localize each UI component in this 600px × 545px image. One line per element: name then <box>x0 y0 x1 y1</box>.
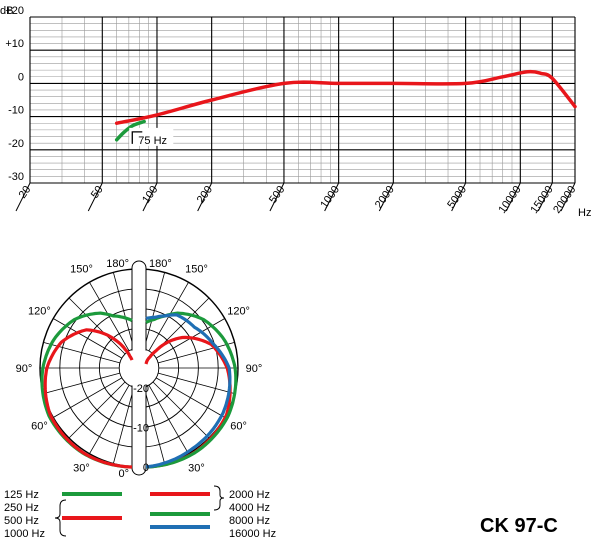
polar-angle-label-left: 90° <box>16 363 33 375</box>
polar-spoke <box>158 341 235 364</box>
fr-x-tick-slant <box>378 182 394 212</box>
polar-spoke <box>152 381 210 439</box>
fr-annotation: 75 Hz <box>129 127 174 147</box>
frequency-response-chart: +20 +10 0 -10 -20 -30 20 50 100 200 500 1000 2000 50… <box>0 5 591 219</box>
fr-frame <box>29 16 576 184</box>
fr-x-tick-label: 100 <box>140 184 160 206</box>
fr-x-tick-slant <box>142 182 158 212</box>
polar-spoke <box>112 387 135 464</box>
polar-radial-labels: -20 -10 0 <box>133 383 149 474</box>
polar-angle-label-right: 60° <box>230 421 247 433</box>
polar-right-series-1 <box>145 311 238 469</box>
fr-x-tick-slant <box>537 182 553 212</box>
polar-spoke <box>143 272 166 349</box>
polar-spoke <box>148 384 189 454</box>
fr-series-line-1 <box>114 119 146 142</box>
fr-x-tick-label: 1000 <box>318 184 342 211</box>
fr-x-tick-label: 2000 <box>373 184 397 211</box>
fr-y-tick-label: -30 <box>8 171 24 183</box>
fr-y-ticks: +20 +10 0 -10 -20 -30 <box>5 5 24 183</box>
legend-right-label: 2000 Hz <box>229 489 270 501</box>
fr-x-tick-slant <box>324 182 340 212</box>
legend-right-label: 16000 Hz <box>229 528 276 540</box>
polar-spoke <box>143 387 166 464</box>
fr-grid <box>29 16 576 184</box>
polar-left-series-1 <box>43 328 134 469</box>
fr-x-axis-label: Hz <box>578 207 591 219</box>
polar-spoke <box>155 377 225 418</box>
fr-series-line-0 <box>114 69 577 125</box>
polar-angle-label-right: 120° <box>227 306 250 318</box>
polar-spoke <box>89 384 130 454</box>
polar-spoke <box>43 341 120 364</box>
fr-x-tick-label: 5000 <box>445 184 469 211</box>
polar-spoke <box>68 381 126 439</box>
polar-radial-label: -10 <box>133 422 149 434</box>
polar-spoke <box>112 272 135 349</box>
fr-x-tick-label: 50 <box>89 184 106 201</box>
polar-angle-label-right: 90° <box>246 363 263 375</box>
polar-angle-label-left: 120° <box>28 306 51 318</box>
polar-angle-label-left: 30° <box>73 463 90 475</box>
polar-pattern-chart: 180° 180° 150° 150° 120° 120° 90° 90° 60° 60° 30° 3… <box>16 258 263 480</box>
polar-angle-label-left: 60° <box>31 421 48 433</box>
fr-x-tick-slant <box>505 182 521 212</box>
fr-y-axis-label: dB <box>0 5 13 17</box>
polar-angle-label-right: 150° <box>185 263 208 275</box>
fr-x-tick-slant <box>451 182 467 212</box>
fr-x-tick-label: 200 <box>195 184 215 206</box>
fr-y-tick-label: 0 <box>18 71 24 83</box>
fr-x-tick-label: 20 <box>17 184 34 201</box>
fr-y-tick-label: -10 <box>8 105 24 117</box>
legend-left-label: 500 Hz <box>4 515 39 527</box>
polar-grid <box>39 260 239 476</box>
fr-x-tick-label: 15000 <box>528 184 555 216</box>
fr-y-tick-label: -20 <box>8 138 24 150</box>
legend-left-label: 1000 Hz <box>4 528 45 540</box>
legend-left-brace <box>54 499 67 537</box>
fr-x-tick-slant <box>269 182 285 212</box>
polar-angle-labels: 180° 180° 150° 150° 120° 120° 90° 90° 60° 60° 30° 3… <box>16 258 263 480</box>
fr-series <box>114 69 577 142</box>
legend-left-label: 250 Hz <box>4 502 39 514</box>
fr-x-tick-slant <box>87 182 103 212</box>
annotation-label: 75 Hz <box>138 135 167 147</box>
polar-angle-label-left: 180° <box>106 258 129 270</box>
fr-x-tick-slant <box>560 182 576 212</box>
fr-y-tick-label: +10 <box>5 38 24 50</box>
polar-angle-label-right: 180° <box>149 258 172 270</box>
polar-angle-label-right: 30° <box>188 463 205 475</box>
model-name: CK 97-C <box>480 515 558 537</box>
legend-left-label: 125 Hz <box>4 489 39 501</box>
polar-right-series-2 <box>145 313 232 469</box>
fr-x-tick-slant <box>15 182 31 212</box>
polar-radial-label: -20 <box>133 383 149 395</box>
legend-right-brace <box>213 485 225 511</box>
polar-series <box>40 311 238 469</box>
fr-y-tick-label: +20 <box>5 5 24 17</box>
polar-spoke <box>158 372 235 395</box>
legend-right-label: 4000 Hz <box>229 502 270 514</box>
polar-spoke <box>43 372 120 395</box>
polar-angle-label-left: 150° <box>70 263 93 275</box>
fr-x-tick-label: 20000 <box>551 184 578 216</box>
polar-spoke <box>53 377 123 418</box>
polar-radial-label: 0 <box>143 462 149 474</box>
polar-spoke <box>89 282 130 352</box>
fr-x-tick-label: 500 <box>267 184 287 206</box>
legend-right-label: 8000 Hz <box>229 515 270 527</box>
fr-x-tick-slant <box>197 182 213 212</box>
fr-x-tick-label: 10000 <box>496 184 523 216</box>
polar-spoke <box>68 297 126 355</box>
polar-angle-label-left: 0° <box>118 468 129 480</box>
annotation-bracket <box>131 131 143 144</box>
